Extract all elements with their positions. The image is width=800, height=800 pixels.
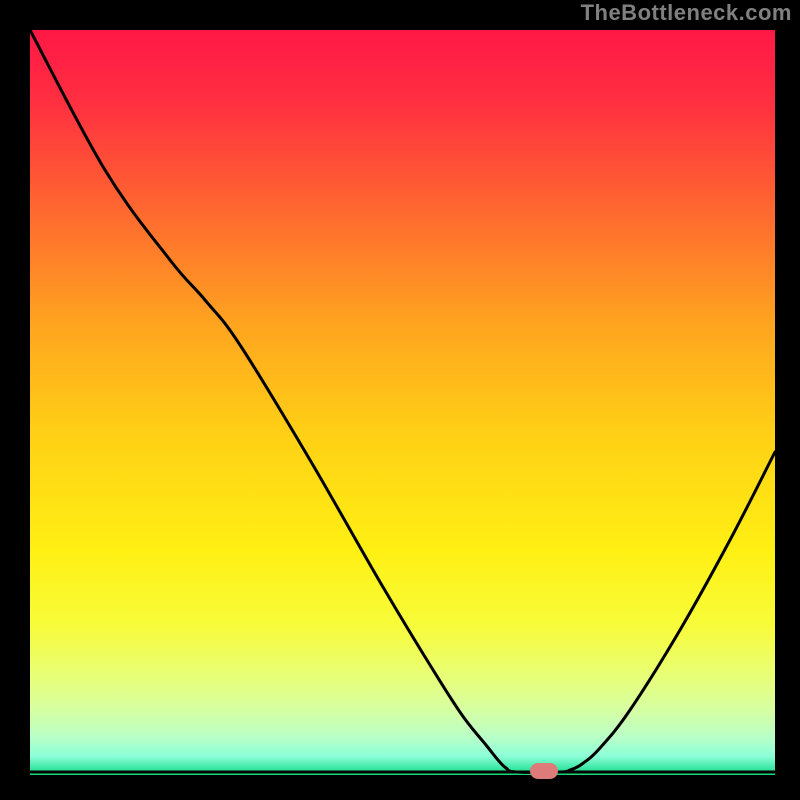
gradient-plot-area — [30, 30, 775, 775]
watermark-text: TheBottleneck.com — [581, 0, 792, 26]
chart-container: TheBottleneck.com — [0, 0, 800, 800]
optimal-point-marker — [530, 763, 558, 779]
